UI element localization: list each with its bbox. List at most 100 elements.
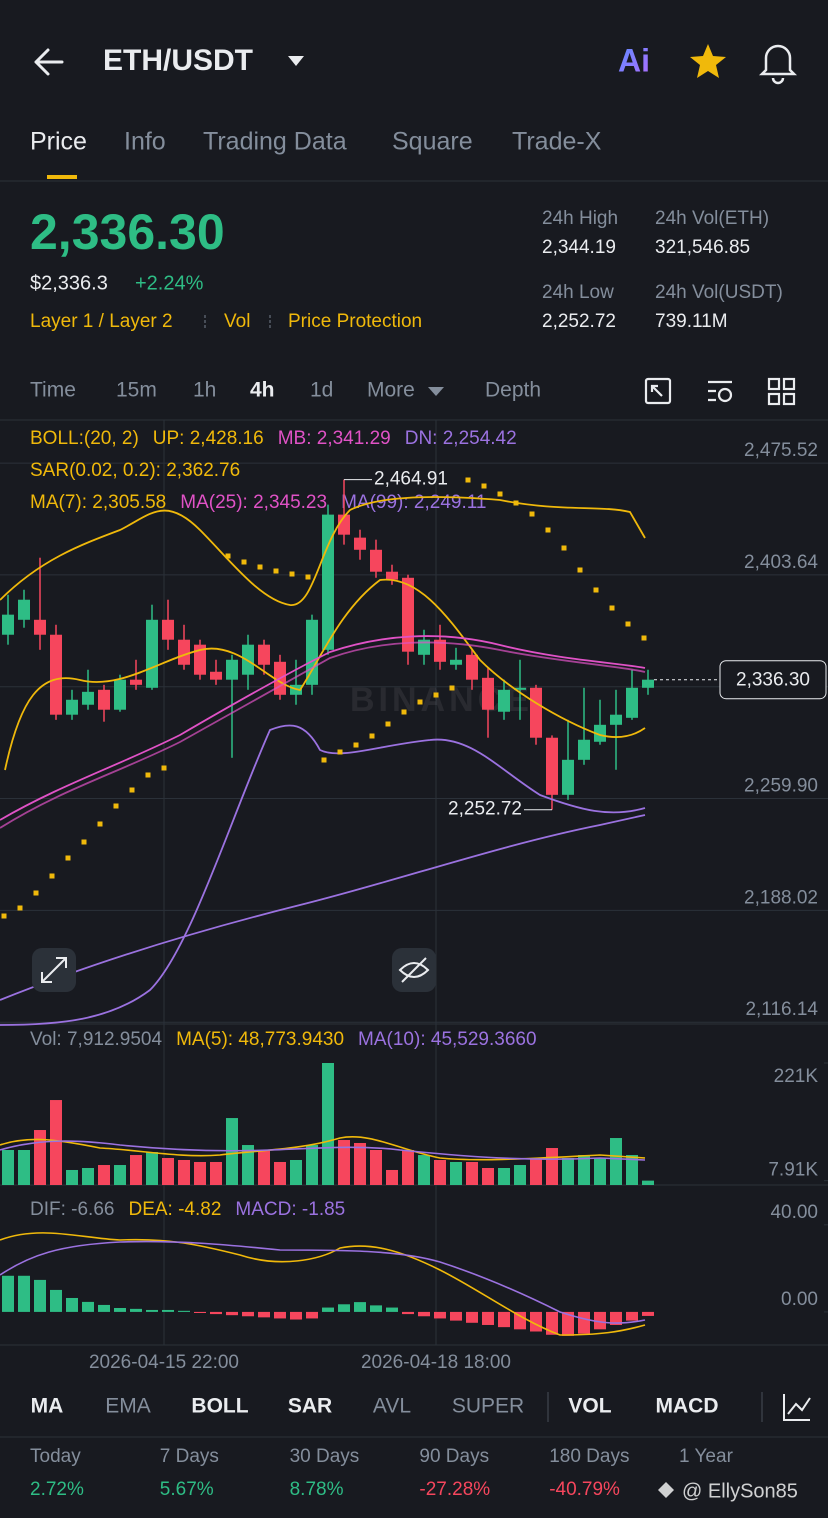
sar-dot: [401, 709, 407, 715]
y-tick-label: 2,116.14: [745, 999, 818, 1020]
macd-bar: [418, 1311, 430, 1317]
back-button[interactable]: [34, 48, 64, 76]
volume-bar: [34, 1130, 46, 1185]
macd-bar: [626, 1311, 638, 1321]
indicator-tab[interactable]: MA: [31, 1395, 64, 1418]
candle-body: [18, 599, 30, 620]
y-tick-label: 40.00: [770, 1202, 818, 1223]
volume-bar: [386, 1169, 398, 1185]
sar-dot: [113, 803, 119, 809]
y-tick-label: 221K: [774, 1066, 819, 1087]
volume-bar: [610, 1138, 622, 1185]
interval[interactable]: Time: [30, 379, 76, 402]
interval[interactable]: 4h: [250, 379, 275, 402]
favorite-star[interactable]: [690, 44, 726, 78]
macd-bar: [322, 1307, 334, 1312]
alert-bell[interactable]: [758, 44, 798, 85]
chart-settings[interactable]: [783, 1394, 811, 1421]
last-price: 2,336.30: [30, 204, 225, 260]
perf-label: 30 Days: [290, 1446, 360, 1467]
sar-dot: [305, 574, 311, 580]
candle-body: [258, 644, 270, 665]
tab[interactable]: Price: [30, 128, 87, 156]
sar-dot: [81, 839, 87, 845]
sar-dot: [449, 685, 455, 691]
sar-dot: [65, 855, 71, 861]
interval[interactable]: 15m: [116, 379, 157, 402]
sar-dot: [577, 567, 583, 573]
macd-bar: [114, 1307, 126, 1312]
indicator-tab[interactable]: AVL: [373, 1395, 411, 1418]
candle-body: [194, 644, 206, 675]
volume-bar: [338, 1140, 350, 1185]
volume-bar: [418, 1155, 430, 1185]
indicator-tab[interactable]: BOLL: [191, 1395, 248, 1418]
more-dropdown[interactable]: [428, 387, 444, 396]
sar-dot: [33, 890, 39, 896]
macd-bar: [258, 1311, 270, 1318]
volume-bar: [98, 1165, 110, 1185]
macd-bar: [2, 1275, 14, 1312]
interval[interactable]: Depth: [485, 379, 541, 402]
pair-dropdown[interactable]: [288, 56, 304, 66]
sar-dot: [593, 587, 599, 593]
indicator-tab[interactable]: SAR: [288, 1395, 332, 1418]
macd-bar: [498, 1311, 510, 1328]
volume-bar: [274, 1161, 286, 1185]
volume-bar: [146, 1151, 158, 1185]
indicator-tabs: MA EMA BOLL SAR AVL SUPER VOL MACD: [31, 1395, 719, 1418]
tag[interactable]: Layer 1 / Layer 2: [30, 311, 173, 332]
volume-bar: [178, 1159, 190, 1185]
fullscreen-button[interactable]: [32, 948, 76, 992]
performance: Today 2.72% 7 Days 5.67% 30 Days 8.78% 90 Days…: [30, 1446, 734, 1500]
indicator-legend: BOLL:(20, 2): [30, 428, 139, 449]
sar-dot: [1, 913, 7, 919]
volume-bar: [530, 1158, 542, 1185]
volume-bar: [162, 1158, 174, 1185]
sar-dot: [273, 568, 279, 574]
volume-bar: [626, 1155, 638, 1185]
sar-dot: [17, 905, 23, 911]
tab[interactable]: Info: [124, 128, 166, 156]
x-tick-label: 2026-04-18 18:00: [361, 1352, 511, 1373]
toolbar-icons[interactable]: [644, 377, 796, 406]
candle-body: [114, 679, 126, 710]
indicator-legend: UP: 2,428.16: [153, 428, 264, 449]
volume-bar: [2, 1150, 14, 1185]
indicator-legend: DN: 2,254.42: [405, 428, 517, 449]
tab[interactable]: Square: [392, 128, 473, 156]
tab[interactable]: Trade-X: [512, 128, 602, 156]
sar-dot: [385, 721, 391, 727]
indicator-tab[interactable]: MACD: [656, 1395, 719, 1418]
volume-bar: [466, 1161, 478, 1185]
interval[interactable]: 1h: [193, 379, 216, 402]
macd-bar: [98, 1304, 110, 1312]
hide-indicators-button[interactable]: [392, 948, 436, 992]
price-change: +2.24%: [135, 272, 204, 294]
macd-bar: [242, 1311, 254, 1317]
tag[interactable]: Price Protection: [288, 311, 422, 332]
candle-body: [610, 714, 622, 725]
volume-bar: [50, 1100, 62, 1185]
indicator-tab[interactable]: EMA: [105, 1395, 151, 1418]
indicator-legend: DEA: -4.82: [128, 1199, 221, 1220]
indicator-tab[interactable]: VOL: [568, 1395, 611, 1418]
macd-bar: [34, 1279, 46, 1312]
perf-label: 180 Days: [549, 1446, 629, 1467]
high-label: 2,464.91: [374, 469, 448, 490]
candle-body: [354, 537, 366, 550]
tab[interactable]: Trading Data: [203, 128, 347, 156]
candle-body: [546, 737, 558, 795]
interval[interactable]: 1d: [310, 379, 333, 402]
candle-body: [66, 699, 78, 715]
interval[interactable]: More: [367, 379, 415, 402]
tag[interactable]: Vol: [224, 311, 250, 332]
indicator-legend: MACD: -1.85: [235, 1199, 345, 1220]
sar-dot: [97, 821, 103, 827]
macd-bar: [610, 1311, 622, 1325]
ai-button[interactable]: Ai: [618, 42, 650, 78]
perf-value: 8.78%: [290, 1479, 344, 1500]
pair-title[interactable]: ETH/USDT: [103, 44, 253, 77]
macd-bar: [546, 1311, 558, 1335]
indicator-tab[interactable]: SUPER: [452, 1395, 524, 1418]
